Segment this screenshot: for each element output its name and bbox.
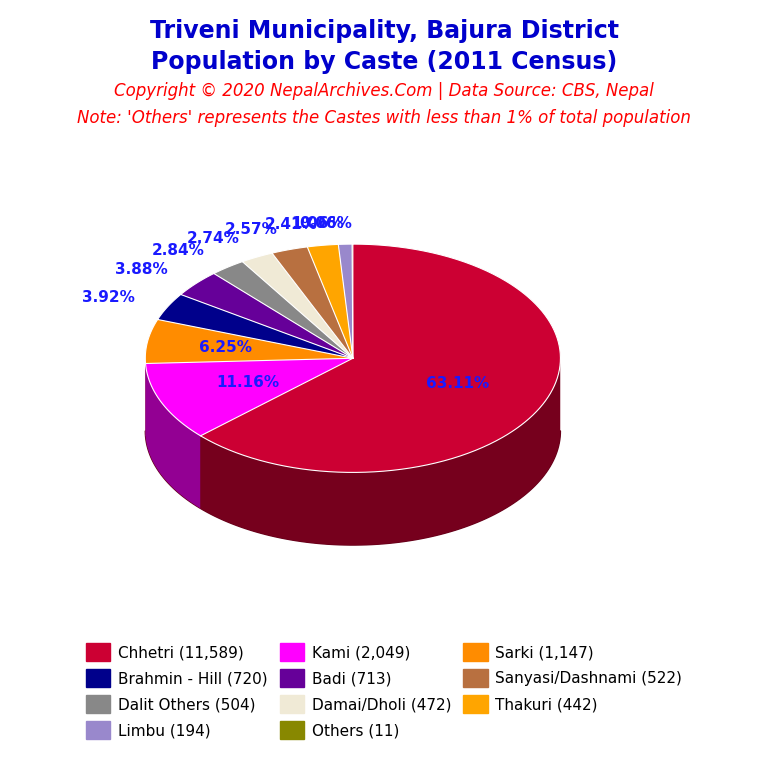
Text: 2.57%: 2.57% (225, 223, 278, 237)
Polygon shape (214, 262, 353, 358)
Polygon shape (145, 358, 353, 436)
Polygon shape (307, 244, 353, 358)
Polygon shape (352, 244, 353, 358)
Polygon shape (243, 253, 353, 358)
Text: 11.16%: 11.16% (216, 375, 279, 390)
Polygon shape (200, 244, 561, 472)
Text: Note: 'Others' represents the Castes with less than 1% of total population: Note: 'Others' represents the Castes wit… (77, 109, 691, 127)
Text: Copyright © 2020 NepalArchives.Com | Data Source: CBS, Nepal: Copyright © 2020 NepalArchives.Com | Dat… (114, 82, 654, 100)
Polygon shape (180, 273, 353, 358)
Polygon shape (145, 358, 353, 435)
Text: 0.06%: 0.06% (300, 216, 353, 231)
Text: 3.88%: 3.88% (115, 263, 168, 277)
Text: Triveni Municipality, Bajura District: Triveni Municipality, Bajura District (150, 19, 618, 43)
Text: 1.06%: 1.06% (291, 216, 344, 231)
Polygon shape (145, 431, 561, 545)
Polygon shape (145, 358, 353, 436)
Polygon shape (200, 358, 353, 508)
Polygon shape (200, 363, 560, 545)
Polygon shape (339, 244, 353, 358)
Text: 2.84%: 2.84% (152, 243, 205, 258)
Text: 6.25%: 6.25% (199, 340, 252, 355)
Polygon shape (200, 358, 353, 508)
Text: Population by Caste (2011 Census): Population by Caste (2011 Census) (151, 50, 617, 74)
Legend: Chhetri (11,589), Brahmin - Hill (720), Dalit Others (504), Limbu (194), Kami (2: Chhetri (11,589), Brahmin - Hill (720), … (80, 637, 688, 745)
Text: 63.11%: 63.11% (425, 376, 489, 391)
Polygon shape (145, 319, 353, 363)
Polygon shape (272, 247, 353, 358)
Polygon shape (145, 363, 200, 508)
Polygon shape (157, 294, 353, 358)
Text: 2.41%: 2.41% (264, 217, 317, 233)
Text: 3.92%: 3.92% (81, 290, 134, 305)
Text: 2.74%: 2.74% (187, 231, 240, 247)
